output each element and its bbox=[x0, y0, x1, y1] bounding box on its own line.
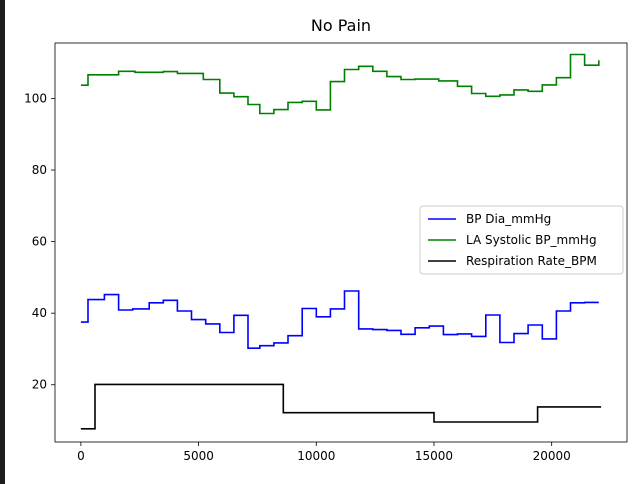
x-axis: 0 5000 10000 15000 20000 bbox=[77, 442, 571, 463]
x-tick-label: 0 bbox=[77, 449, 85, 463]
y-tick-label: 20 bbox=[32, 378, 47, 392]
legend-label: BP Dia_mmHg bbox=[466, 212, 551, 226]
legend-entries: BP Dia_mmHg LA Systolic BP_mmHg Respiratio… bbox=[428, 212, 597, 268]
series-line bbox=[80, 53, 600, 115]
legend-label: Respiration Rate_BPM bbox=[466, 254, 597, 268]
legend-label: LA Systolic BP_mmHg bbox=[466, 233, 597, 247]
y-axis: 20 40 60 80 100 bbox=[24, 91, 55, 392]
y-tick-label: 100 bbox=[24, 91, 47, 105]
chart-figure: No Pain 0 5000 10000 15000 20000 20 40 60 80 100… bbox=[5, 0, 642, 484]
y-tick-label: 40 bbox=[32, 306, 47, 320]
series-line bbox=[80, 383, 602, 430]
x-tick-label: 15000 bbox=[415, 449, 453, 463]
x-tick-label: 20000 bbox=[533, 449, 571, 463]
chart-title: No Pain bbox=[311, 16, 371, 35]
y-tick-label: 60 bbox=[32, 235, 47, 249]
y-tick-label: 80 bbox=[32, 163, 47, 177]
x-tick-label: 10000 bbox=[297, 449, 335, 463]
series-lines bbox=[80, 53, 602, 430]
line-chart: No Pain 0 5000 10000 15000 20000 20 40 60 80 100… bbox=[24, 16, 628, 463]
legend-box bbox=[419, 205, 624, 275]
series-line bbox=[80, 290, 599, 349]
legend: BP Dia_mmHg LA Systolic BP_mmHg Respiratio… bbox=[419, 205, 624, 275]
x-tick-label: 5000 bbox=[183, 449, 214, 463]
